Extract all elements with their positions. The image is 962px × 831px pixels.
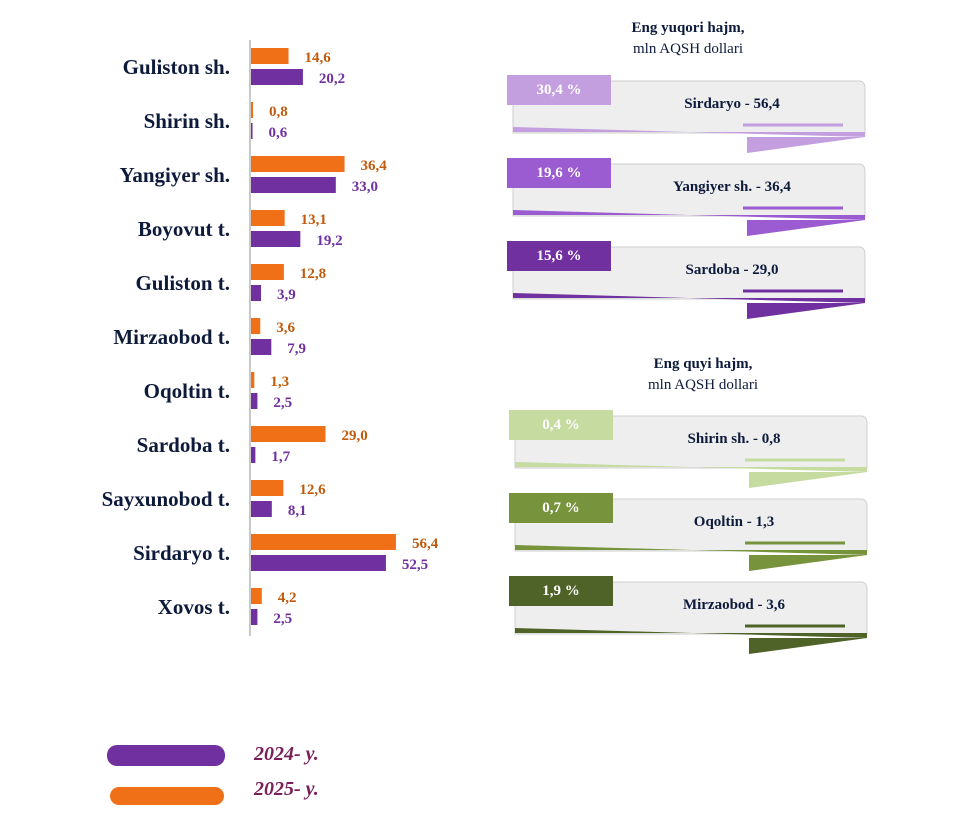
bar-2025 — [251, 588, 262, 604]
bottom-panel-title: Eng quyi hajm, mln AQSH dollari — [553, 356, 853, 394]
data-label-2024: 7,9 — [287, 341, 306, 357]
category-label: Oqoltin t. — [144, 379, 230, 403]
category-label: Sayxunobod t. — [102, 487, 230, 511]
bar-2025 — [251, 156, 345, 172]
top-rank-card: 19,6 % Yangiyer sh. - 36,4 — [507, 158, 867, 238]
bar-2024 — [251, 177, 336, 193]
bar-2024 — [251, 285, 262, 301]
card-percent: 30,4 % — [536, 82, 582, 98]
bar-2025 — [251, 318, 261, 334]
category-label: Boyovut t. — [138, 217, 230, 241]
legend-label-2025: 2025- y. — [254, 778, 319, 800]
data-label-2024: 0,6 — [269, 125, 288, 141]
bar-2024 — [251, 231, 301, 247]
top-rank-card: 30,4 % Sirdaryo - 56,4 — [507, 75, 867, 155]
card-percent: 19,6 % — [536, 165, 582, 181]
bar-2024 — [251, 393, 258, 409]
bar-2025 — [251, 264, 284, 280]
data-label-2024: 8,1 — [288, 503, 307, 519]
data-label-2025: 29,0 — [342, 428, 368, 444]
bar-2024 — [251, 69, 303, 85]
category-label: Yangiyer sh. — [120, 163, 230, 187]
bar-2024 — [251, 501, 272, 517]
data-label-2024: 52,5 — [402, 557, 428, 573]
bottom-rank-card: 1,9 % Mirzaobod - 3,6 — [509, 576, 869, 656]
top-rank-card: 15,6 % Sardoba - 29,0 — [507, 241, 867, 321]
bottom-panel-title-line1: Eng quyi hajm, — [653, 356, 753, 372]
bar-2025 — [251, 372, 255, 388]
data-label-2025: 36,4 — [361, 158, 388, 174]
bottom-rank-card: 0,4 % Shirin sh. - 0,8 — [509, 410, 869, 490]
card-label: Oqoltin - 1,3 — [693, 514, 775, 530]
top-panel-title-line1: Eng yuqori hajm, — [631, 20, 745, 36]
card-banner-shape — [509, 493, 868, 571]
bar-2025 — [251, 426, 326, 442]
data-label-2025: 0,8 — [269, 104, 288, 120]
data-label-2024: 2,5 — [273, 611, 292, 627]
category-label: Sirdaryo t. — [133, 541, 230, 565]
data-label-2024: 3,9 — [277, 287, 296, 303]
card-percent: 0,7 % — [542, 500, 580, 516]
card-banner-shape — [507, 75, 866, 153]
bar-2025 — [251, 480, 284, 496]
category-label: Guliston sh. — [123, 55, 230, 79]
bottom-panel-title-line2: mln AQSH dollari — [647, 377, 758, 393]
data-label-2025: 14,6 — [305, 50, 332, 66]
card-percent: 1,9 % — [542, 583, 580, 599]
category-label: Mirzaobod t. — [113, 325, 230, 349]
category-label: Sardoba t. — [137, 433, 230, 457]
legend-swatch-2024 — [107, 745, 225, 766]
card-label: Mirzaobod - 3,6 — [682, 597, 786, 613]
card-percent: 0,4 % — [542, 417, 580, 433]
card-banner-shape — [507, 241, 866, 319]
card-percent: 15,6 % — [536, 248, 582, 264]
data-label-2024: 33,0 — [352, 179, 378, 195]
bar-2024 — [251, 123, 253, 139]
bar-2024 — [251, 339, 272, 355]
category-label: Guliston t. — [135, 271, 230, 295]
data-label-2025: 12,8 — [300, 266, 326, 282]
card-banner-shape — [507, 158, 866, 236]
bar-2025 — [251, 210, 285, 226]
card-label: Yangiyer sh. - 36,4 — [673, 179, 791, 195]
bar-2024 — [251, 555, 386, 571]
top-panel-title: Eng yuqori hajm, mln AQSH dollari — [538, 20, 838, 58]
data-label-2025: 56,4 — [412, 536, 439, 552]
bar-2025 — [251, 48, 289, 64]
data-label-2024: 1,7 — [271, 449, 290, 465]
card-label: Shirin sh. - 0,8 — [687, 431, 781, 447]
data-label-2024: 19,2 — [316, 233, 342, 249]
data-label-2024: 2,5 — [273, 395, 292, 411]
bottom-rank-card: 0,7 % Oqoltin - 1,3 — [509, 493, 869, 573]
bar-2025 — [251, 534, 396, 550]
legend-label-2024: 2024- y. — [254, 743, 319, 765]
card-banner-shape — [509, 410, 868, 488]
card-label: Sardoba - 29,0 — [685, 262, 779, 278]
legend-swatch-2025 — [110, 787, 224, 805]
data-label-2025: 3,6 — [276, 320, 295, 336]
bar-chart: Guliston sh. 14,6 20,2 Shirin sh. 0,8 0,6 Yang… — [102, 40, 439, 636]
bar-2024 — [251, 609, 258, 625]
category-label: Shirin sh. — [144, 109, 230, 133]
top-panel-title-line2: mln AQSH dollari — [632, 41, 743, 57]
bar-2025 — [251, 102, 254, 118]
card-banner-shape — [509, 576, 868, 654]
data-label-2025: 13,1 — [301, 212, 327, 228]
bar-2024 — [251, 447, 256, 463]
data-label-2025: 12,6 — [299, 482, 326, 498]
data-label-2025: 4,2 — [278, 590, 297, 606]
category-label: Xovos t. — [158, 595, 230, 619]
data-label-2025: 1,3 — [270, 374, 289, 390]
data-label-2024: 20,2 — [319, 71, 345, 87]
card-label: Sirdaryo - 56,4 — [684, 96, 780, 112]
